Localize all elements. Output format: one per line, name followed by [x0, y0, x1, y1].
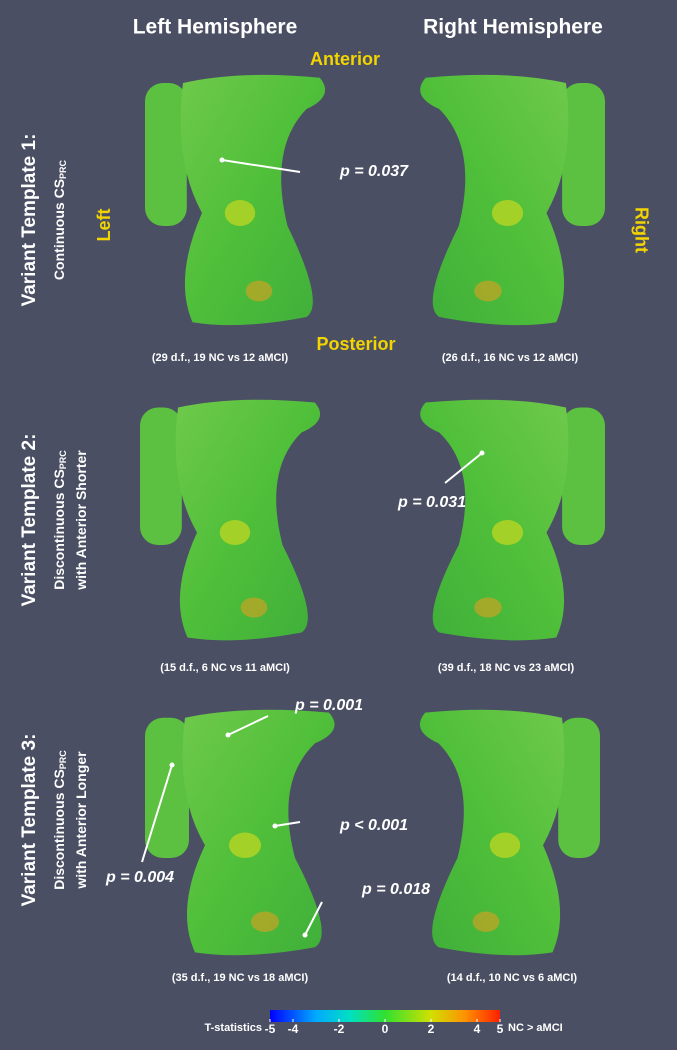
- row-title: Variant Template 2:: [19, 434, 40, 607]
- surface-body: [420, 399, 569, 641]
- arrow-head: [272, 823, 278, 829]
- caption: (35 d.f., 19 NC vs 18 aMCI): [172, 972, 309, 984]
- surface-blob: [224, 200, 256, 226]
- p-value: p = 0.037: [339, 163, 409, 180]
- p-value: p = 0.001: [294, 697, 363, 714]
- surface-blob: [491, 520, 524, 545]
- colorbar-tick-label: -2: [334, 1022, 345, 1036]
- caption: (14 d.f., 10 NC vs 6 aMCI): [447, 972, 578, 984]
- brain-surface: [145, 709, 335, 956]
- surface-blob: [474, 280, 502, 302]
- surface-blob: [474, 597, 502, 618]
- p-value: p = 0.018: [361, 881, 430, 898]
- orientation-label: Right: [631, 207, 651, 253]
- row-subtitle: with Anterior Longer: [73, 751, 89, 890]
- surface-blob: [489, 832, 521, 858]
- subtitle-subscript: PRC: [58, 750, 68, 770]
- colorbar-tick-label: -5: [265, 1022, 276, 1036]
- caption: (29 d.f., 19 NC vs 12 aMCI): [152, 352, 289, 364]
- colorbar-tick-label: 5: [497, 1022, 504, 1036]
- annotation-arrow: [141, 764, 173, 863]
- colorbar-tick-label: -4: [288, 1022, 299, 1036]
- column-header: Left Hemisphere: [133, 16, 298, 39]
- subtitle-text: Discontinuous CS: [51, 469, 67, 590]
- surface-fold: [145, 717, 189, 858]
- p-value: p = 0.031: [397, 494, 466, 511]
- brain-surface: [140, 399, 321, 641]
- orientation-label: Posterior: [316, 334, 395, 354]
- surface-fold: [145, 83, 187, 226]
- arrow-head: [479, 450, 485, 456]
- orientation-label: Anterior: [310, 49, 380, 69]
- surface-blob: [472, 911, 500, 932]
- surfaces: [140, 74, 605, 956]
- arrow-head: [219, 157, 225, 163]
- row-subtitle: Discontinuous CSPRC: [51, 750, 69, 890]
- surface-body: [419, 709, 565, 956]
- surface-blob: [219, 520, 251, 545]
- surface-body: [175, 399, 321, 641]
- surface-blob: [491, 200, 524, 226]
- brain-surface: [420, 74, 605, 326]
- row-subtitle: Continuous CSPRC: [51, 159, 69, 280]
- surface-body: [182, 709, 335, 956]
- subtitle-subscript: PRC: [58, 159, 68, 179]
- surface-fold: [558, 717, 600, 858]
- colorbar-tick-label: 4: [474, 1022, 481, 1036]
- colorbar-right-label: NC > aMCI: [508, 1022, 563, 1034]
- surface-fold: [562, 83, 605, 226]
- annotation-arrow: [444, 452, 483, 484]
- caption: (39 d.f., 18 NC vs 23 aMCI): [438, 662, 575, 674]
- subtitle-text: Continuous CS: [51, 179, 67, 280]
- row-title: Variant Template 3:: [19, 734, 40, 907]
- p-value: p < 0.001: [339, 817, 408, 834]
- surface-body: [180, 74, 326, 326]
- arrow-head: [302, 932, 308, 938]
- surface-blob: [240, 597, 268, 618]
- annotation-arrow: [227, 715, 269, 736]
- arrow-head: [225, 732, 231, 738]
- row-subtitle: Discontinuous CSPRC: [51, 450, 69, 590]
- column-header: Right Hemisphere: [423, 16, 603, 39]
- row-subtitle: with Anterior Shorter: [73, 450, 89, 591]
- colorbar-label: T-statistics: [205, 1022, 262, 1034]
- surface-fold: [562, 407, 605, 545]
- surface-blob: [245, 280, 273, 302]
- caption: (26 d.f., 16 NC vs 12 aMCI): [442, 352, 579, 364]
- orientation-label: Left: [94, 209, 114, 242]
- brain-surface: [419, 709, 600, 956]
- surface-blob: [229, 832, 261, 858]
- subtitle-text: Discontinuous CS: [51, 769, 67, 890]
- colorbar-tick-label: 0: [382, 1022, 389, 1036]
- row-title: Variant Template 1:: [19, 134, 40, 307]
- annotation-arrow: [304, 901, 323, 936]
- brain-surface: [420, 399, 605, 641]
- subtitle-subscript: PRC: [58, 450, 68, 470]
- annotation-arrow: [274, 821, 301, 827]
- annotation-arrow: [221, 159, 301, 173]
- subtitle-text: with Anterior Longer: [73, 751, 89, 890]
- caption: (15 d.f., 6 NC vs 11 aMCI): [160, 662, 290, 674]
- colorbar: [270, 1010, 500, 1022]
- surface-fold: [140, 407, 182, 545]
- surface-body: [420, 74, 569, 326]
- p-value: p = 0.004: [105, 869, 174, 886]
- brain-surface: [145, 74, 326, 326]
- surface-blob: [251, 911, 279, 932]
- arrow-head: [169, 762, 175, 768]
- colorbar-tick-label: 2: [428, 1022, 435, 1036]
- subtitle-text: with Anterior Shorter: [73, 450, 89, 591]
